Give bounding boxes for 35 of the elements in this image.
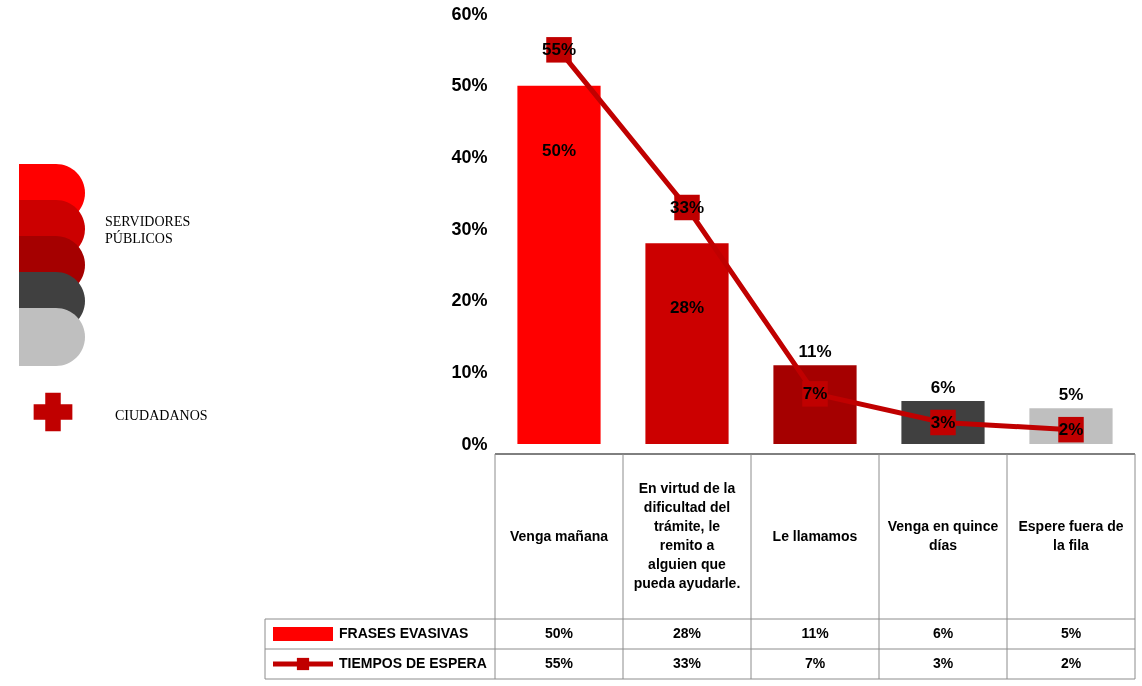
data-label: 2% bbox=[1060, 655, 1082, 671]
text: 5% bbox=[1058, 385, 1084, 405]
data-label: 55% bbox=[544, 655, 574, 671]
text: 50% bbox=[541, 140, 577, 160]
data-label: 33% bbox=[672, 655, 702, 671]
data-label: 5% bbox=[1060, 625, 1082, 641]
data-label: 11% bbox=[801, 625, 830, 641]
text: 6% bbox=[930, 378, 956, 397]
data-label: 50% bbox=[544, 625, 574, 641]
y-tick-label: 30% bbox=[451, 218, 488, 239]
text: SERVIDORES PÚBLICOS bbox=[105, 214, 191, 246]
text: 2% bbox=[1058, 419, 1084, 439]
x-tick-label: Venga en quince días bbox=[887, 518, 999, 553]
y-tick-label: 0% bbox=[461, 433, 488, 454]
text: 3% bbox=[930, 412, 956, 432]
y-tick-label: 20% bbox=[451, 290, 488, 311]
legend-label: TIEMPOS DE ESPERA bbox=[339, 655, 487, 671]
text: 28% bbox=[669, 298, 705, 318]
x-tick-label: En virtud de la dificultad del trámite, le remito a alguien que pueda ayudarle. bbox=[633, 480, 741, 591]
x-tick-label: Espere fuera de la fila bbox=[1018, 518, 1124, 553]
bar bbox=[517, 85, 601, 444]
text: 11% bbox=[798, 342, 832, 362]
data-label: 7% bbox=[804, 655, 826, 671]
y-tick-label: 10% bbox=[451, 361, 488, 382]
x-tick-label: Le llamamos bbox=[772, 527, 858, 544]
y-tick-label: 40% bbox=[451, 146, 488, 167]
text: 7% bbox=[802, 383, 828, 403]
data-label: 6% bbox=[932, 625, 954, 641]
text: CIUDADANOS bbox=[115, 408, 208, 423]
data-label: 3% bbox=[932, 655, 954, 671]
data-label: 28% bbox=[672, 625, 702, 641]
y-tick-label: 60% bbox=[451, 3, 488, 24]
legend-label: FRASES EVASIVAS bbox=[339, 625, 469, 641]
x-tick-label: Venga mañana bbox=[509, 527, 609, 544]
y-tick-label: 50% bbox=[451, 75, 488, 96]
